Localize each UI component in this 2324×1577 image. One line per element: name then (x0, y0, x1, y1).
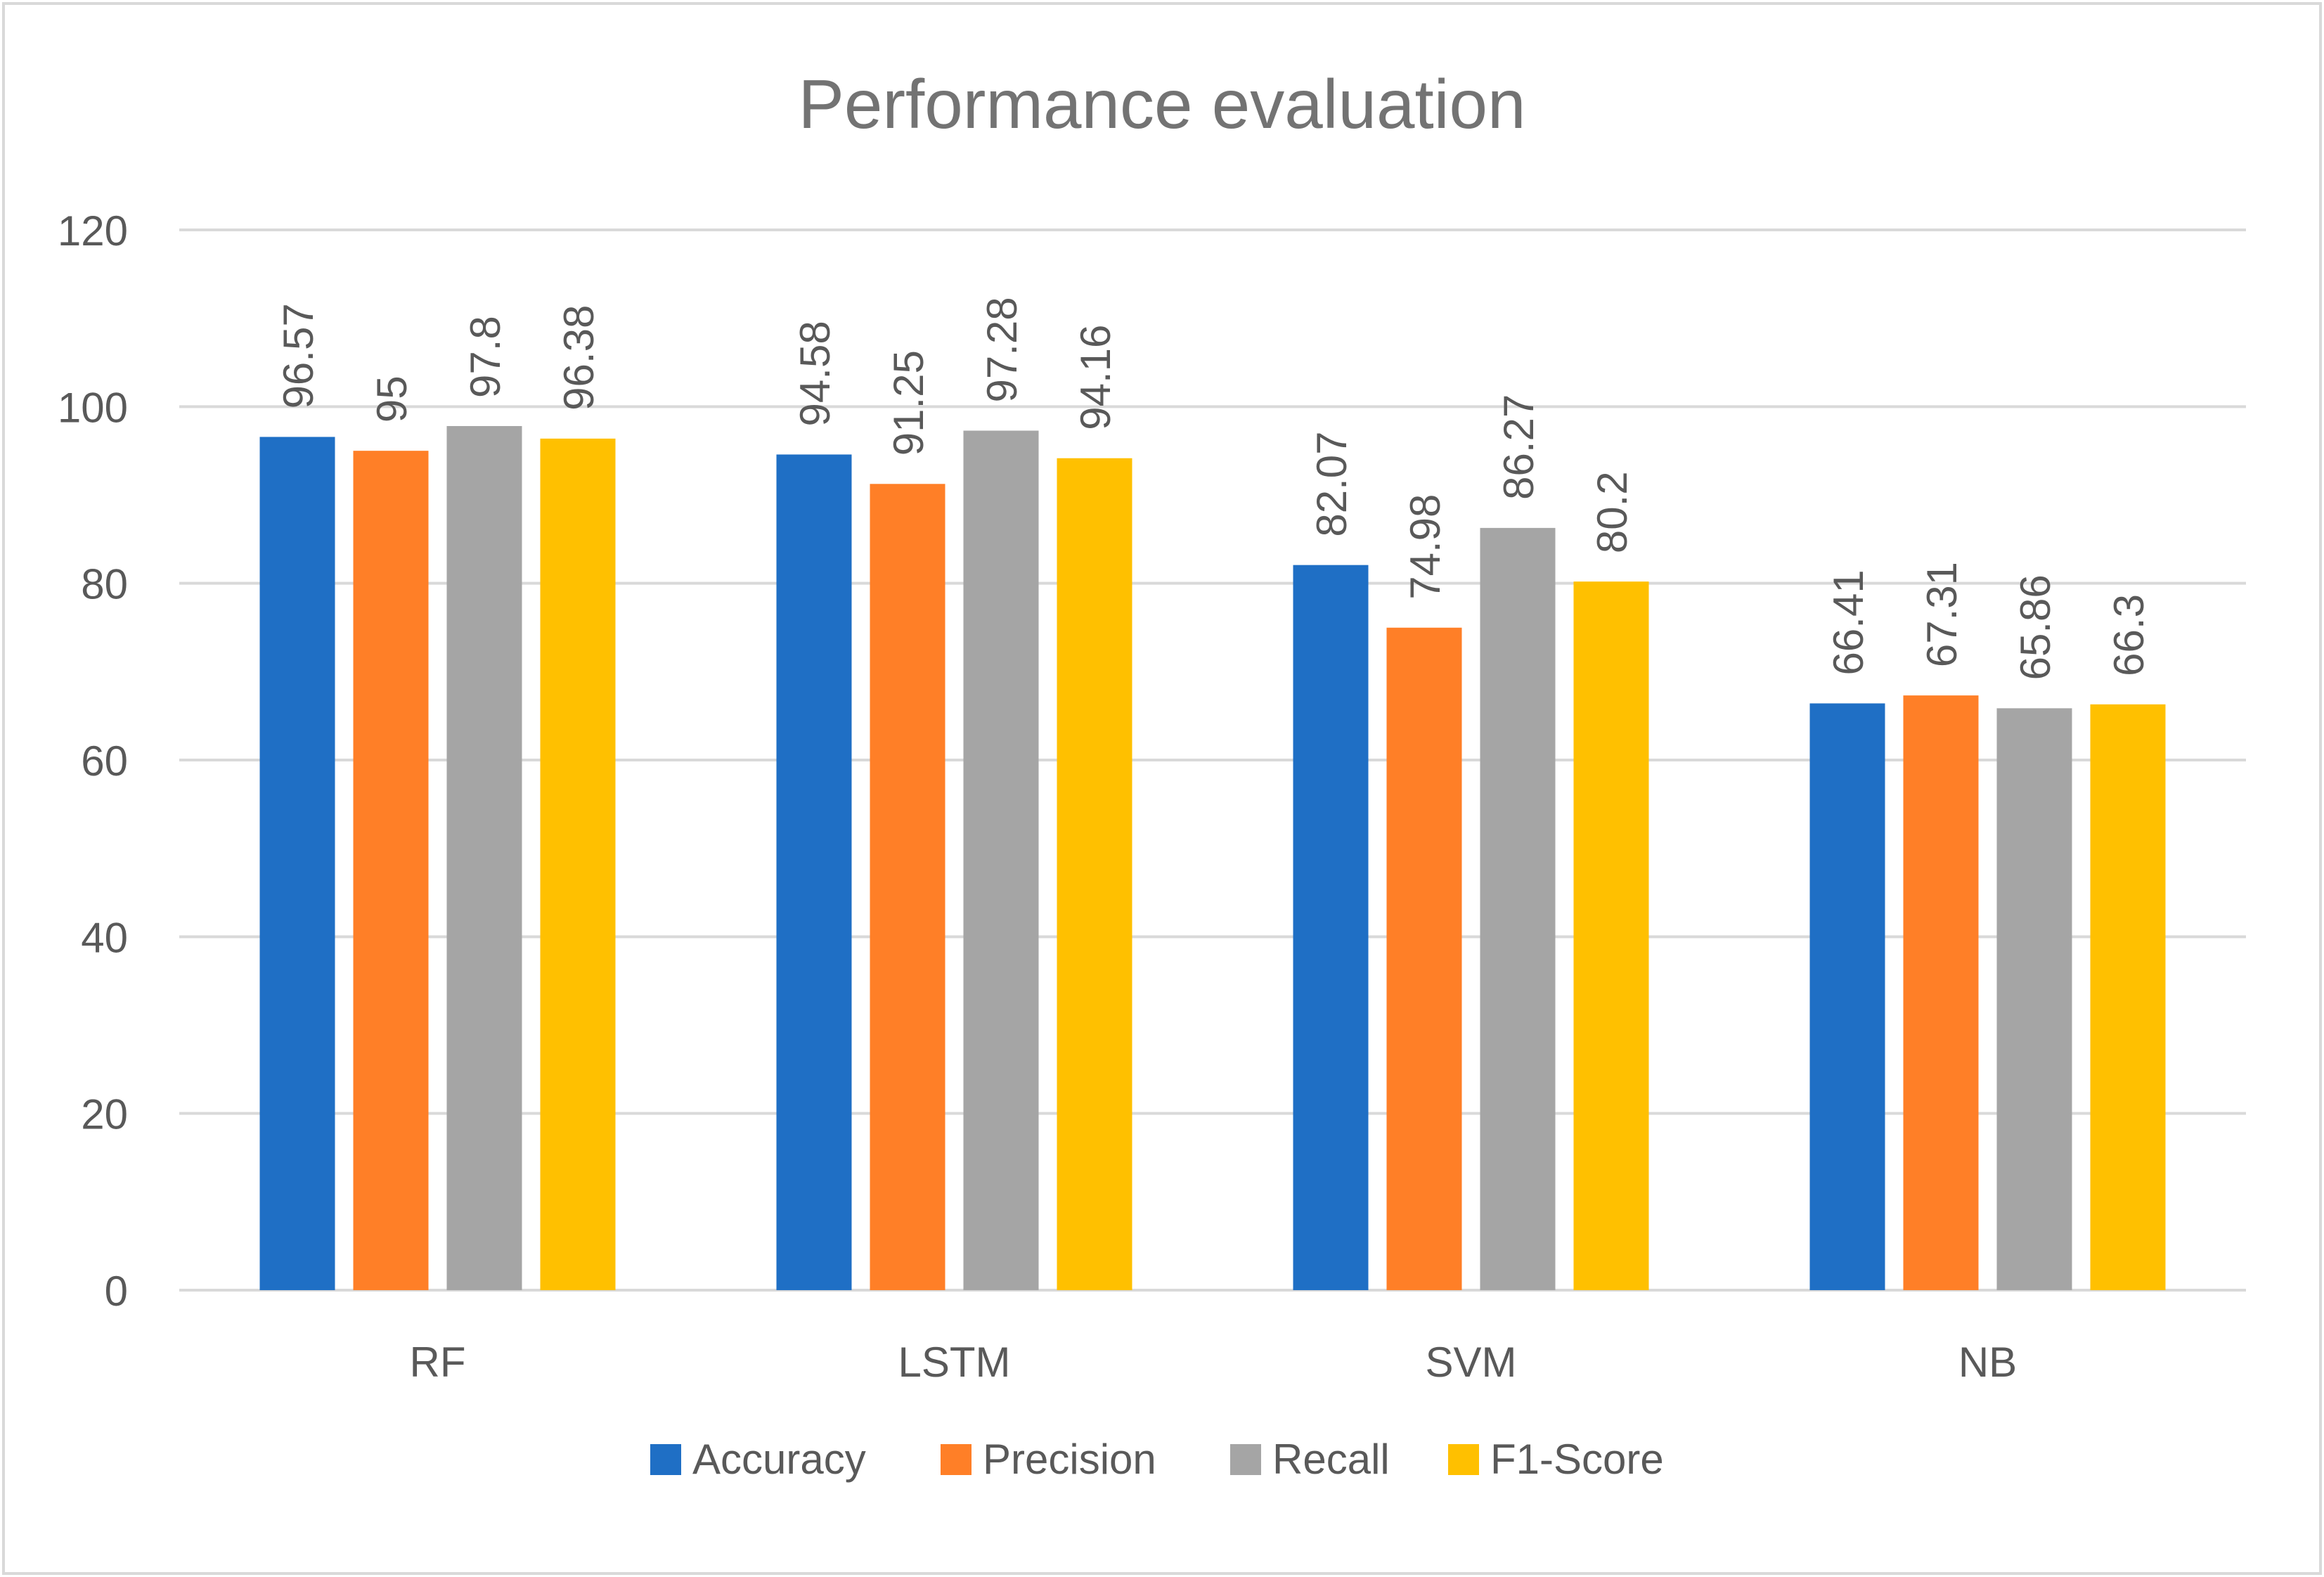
legend: Accuracy Precision Recall F1-Score (650, 1436, 1664, 1483)
data-label: 65.86 (2012, 574, 2059, 680)
x-tick-label: LSTM (898, 1339, 1010, 1386)
gridlines (179, 228, 2246, 1292)
bar-svm-precision (1386, 627, 1462, 1290)
data-labels: 96.57 95 97.8 96.38 94.58 91.25 97.28 94.16 82.0… (275, 297, 2152, 680)
y-tick-label: 120 (58, 207, 128, 255)
data-label: 94.58 (792, 321, 839, 426)
data-label: 97.8 (462, 316, 509, 398)
legend-swatch (1448, 1444, 1479, 1475)
y-tick-label: 80 (81, 561, 128, 608)
bar-nb-f1-score (2090, 704, 2166, 1290)
data-label: 66.3 (2105, 594, 2152, 676)
data-label: 91.25 (885, 350, 932, 456)
chart-title: Performance evaluation (798, 65, 1525, 143)
bar-lstm-recall (963, 430, 1039, 1290)
bar-svm-f1-score (1573, 581, 1649, 1290)
data-label: 67.31 (1918, 562, 1965, 667)
data-label: 74.98 (1402, 494, 1449, 600)
bar-lstm-precision (870, 484, 945, 1290)
y-tick-label: 20 (81, 1091, 128, 1138)
bar-nb-accuracy (1809, 703, 1885, 1290)
legend-label: Accuracy (692, 1436, 866, 1483)
x-tick-label: SVM (1425, 1339, 1516, 1386)
data-label: 66.41 (1825, 569, 1872, 675)
bar-rf-precision (353, 451, 429, 1290)
bar-rf-recall (446, 425, 522, 1290)
data-label: 96.57 (275, 303, 322, 408)
legend-label: F1-Score (1490, 1436, 1664, 1483)
data-label: 80.2 (1589, 471, 1636, 553)
y-tick-label: 60 (81, 738, 128, 785)
legend-label: Precision (983, 1436, 1156, 1483)
x-tick-label: RF (410, 1339, 466, 1386)
data-label: 86.27 (1495, 394, 1542, 500)
bar-rf-accuracy (259, 437, 335, 1290)
bar-lstm-f1-score (1057, 458, 1132, 1290)
bar-svm-accuracy (1293, 565, 1369, 1290)
y-axis-ticks: 0 20 40 60 80 100 120 (58, 207, 128, 1315)
legend-swatch (1230, 1444, 1261, 1475)
legend-swatch (941, 1444, 971, 1475)
bars (259, 425, 2166, 1291)
y-tick-label: 0 (105, 1268, 128, 1315)
data-label: 95 (368, 375, 415, 423)
bar-nb-precision (1903, 695, 1979, 1290)
bar-rf-f1-score (540, 438, 616, 1290)
x-tick-label: NB (1958, 1339, 2017, 1386)
bar-svm-recall (1480, 527, 1556, 1290)
legend-swatch (650, 1444, 681, 1475)
data-label: 82.07 (1308, 431, 1355, 536)
legend-label: Recall (1272, 1436, 1390, 1483)
bar-lstm-accuracy (776, 454, 852, 1291)
data-label: 94.16 (1072, 325, 1119, 430)
y-tick-label: 100 (58, 384, 128, 431)
data-label: 97.28 (979, 297, 1026, 402)
bar-nb-recall (1996, 708, 2072, 1290)
data-label: 96.38 (555, 305, 602, 411)
y-tick-label: 40 (81, 914, 128, 961)
x-axis-ticks: RF LSTM SVM NB (410, 1339, 2018, 1386)
